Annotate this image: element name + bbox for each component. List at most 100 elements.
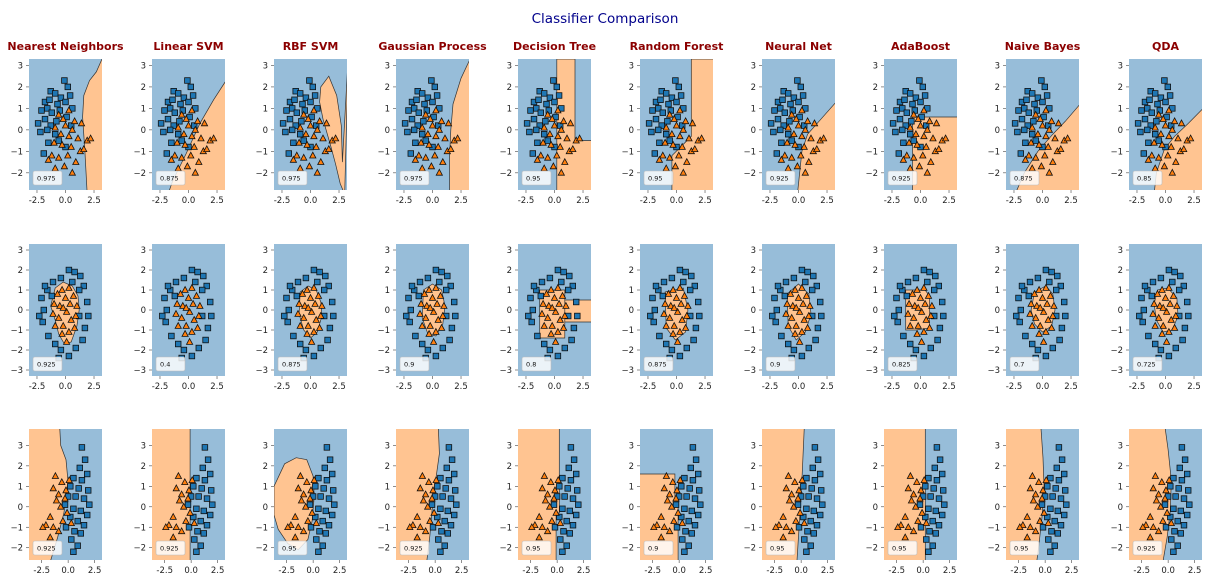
class1-point — [428, 121, 437, 129]
class1-point — [679, 125, 688, 133]
class0-point — [159, 312, 166, 320]
class0-point — [191, 536, 198, 543]
class1-point — [805, 157, 813, 165]
class1-point — [1161, 293, 1170, 301]
class0-point — [168, 332, 175, 340]
y-tick-label: −1 — [1110, 147, 1123, 157]
class1-point — [418, 471, 427, 479]
class0-point — [655, 126, 662, 134]
x-tick-label: 2.5 — [210, 196, 224, 206]
class0-point — [41, 282, 49, 290]
class0-point — [551, 524, 559, 531]
class1-point — [911, 301, 919, 309]
class1-point — [1164, 151, 1172, 159]
x-tick-label: 0.0 — [304, 382, 318, 392]
score-label: 0.875 — [282, 361, 301, 369]
class1-point — [1033, 502, 1042, 510]
y-tick-label: 3 — [18, 246, 23, 256]
class0-point — [651, 306, 658, 314]
class1-point — [538, 309, 546, 317]
class1-point — [185, 337, 194, 345]
score-box — [277, 356, 308, 372]
class0-point — [697, 501, 704, 508]
class0-point — [1042, 352, 1050, 360]
class1-point — [310, 132, 318, 140]
class0-point — [1170, 548, 1177, 555]
class0-point — [1048, 528, 1055, 535]
class1-point — [558, 291, 567, 299]
score-label: 0.925 — [1137, 545, 1156, 553]
class1-point — [543, 110, 552, 118]
x-tick-label: 2.5 — [1064, 196, 1078, 206]
class0-point — [407, 306, 414, 314]
class0-point — [1034, 94, 1042, 101]
class0-point — [678, 483, 685, 490]
class0-point — [1162, 524, 1170, 531]
class1-point — [916, 293, 925, 301]
class1-point — [819, 134, 828, 142]
class0-point — [172, 278, 180, 286]
class1-point — [174, 471, 183, 479]
class1-point — [1031, 490, 1040, 498]
class1-point — [673, 486, 681, 494]
class1-point — [559, 117, 568, 125]
class0-point — [529, 150, 536, 157]
class1-point — [324, 144, 333, 153]
class1-point — [1154, 527, 1163, 535]
class1-point — [543, 153, 552, 161]
class0-point — [288, 105, 296, 112]
y-tick-label: 3 — [385, 441, 390, 451]
class0-point — [1179, 336, 1186, 344]
class1-point — [904, 309, 912, 317]
class0-point — [190, 513, 197, 521]
y-tick-label: −1 — [987, 326, 1000, 336]
class0-point — [526, 128, 533, 136]
class1-point — [688, 119, 697, 127]
class1-point — [1167, 315, 1175, 323]
class1-point — [660, 309, 668, 317]
class0-point — [288, 126, 296, 134]
class0-point — [774, 282, 782, 290]
class1-point — [440, 301, 448, 309]
score-label: 0.925 — [160, 545, 179, 553]
class0-point — [40, 150, 47, 157]
class0-point — [672, 501, 680, 508]
x-tick-label: -2.5 — [1129, 196, 1146, 206]
x-tick-label: -2.5 — [1006, 196, 1023, 206]
class0-point — [901, 96, 908, 103]
y-tick-label: 3 — [263, 441, 268, 451]
class0-point — [81, 324, 89, 332]
class0-point — [809, 286, 816, 294]
class0-point — [331, 501, 338, 508]
class0-point — [564, 485, 571, 492]
class0-point — [1178, 476, 1186, 484]
y-tick-label: −1 — [865, 523, 878, 533]
class0-point — [568, 336, 575, 344]
class0-point — [1041, 83, 1048, 91]
class1-point — [312, 315, 320, 323]
class1-point — [792, 321, 800, 329]
class0-point — [929, 542, 936, 549]
class1-point — [195, 157, 203, 165]
x-tick-label: 0.0 — [672, 566, 686, 576]
class1-point — [428, 494, 436, 502]
class1-point — [314, 291, 323, 299]
class1-point — [190, 518, 199, 526]
class1-region — [319, 72, 347, 190]
class0-point — [1018, 282, 1026, 290]
y-tick-label: 0 — [18, 126, 23, 136]
score-label: 0.925 — [892, 175, 911, 183]
score-box — [1132, 540, 1163, 556]
class0-point — [935, 495, 943, 502]
x-tick-label: 2.5 — [942, 382, 956, 392]
class0-point — [1039, 524, 1047, 531]
class1-point — [65, 106, 73, 114]
x-tick-label: 0.0 — [1159, 382, 1173, 392]
class1-point — [182, 114, 190, 122]
score-label: 0.825 — [892, 361, 911, 369]
class1-point — [541, 496, 550, 504]
class0-point — [169, 96, 176, 103]
class1-point — [173, 299, 181, 307]
